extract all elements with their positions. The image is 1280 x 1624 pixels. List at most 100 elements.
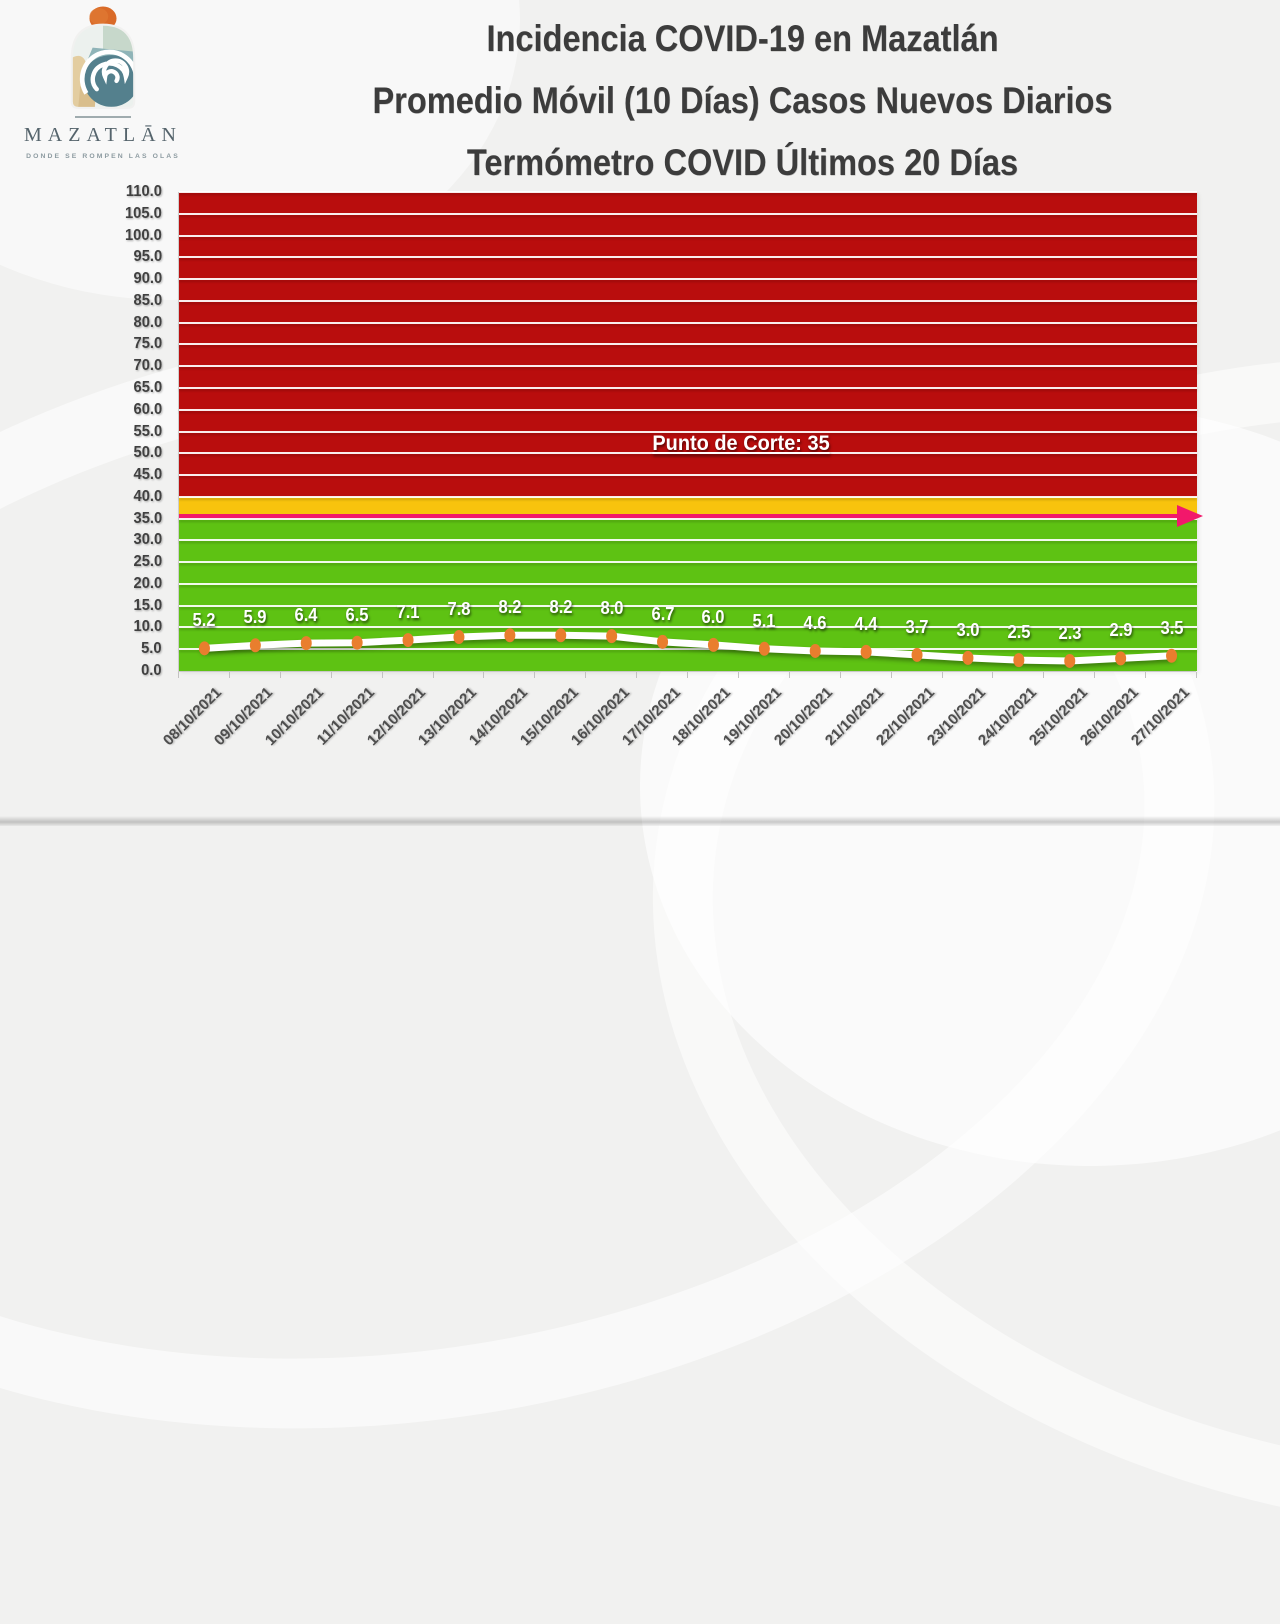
gridline-110 [179,191,1197,193]
data-point-label: 5.1 [752,610,776,631]
x-tick-label: 19/10/2021 [720,684,786,750]
data-point-label: 8.2 [549,597,573,618]
title-line-2: Promedio Móvil (10 Días) Casos Nuevos Di… [372,80,1113,121]
y-tick-label: 85.0 [133,291,162,309]
x-axis-tick [330,672,332,678]
x-axis-tick [534,672,536,678]
y-tick-label: 45.0 [133,466,162,484]
y-tick-label: 55.0 [133,422,162,440]
y-tick-label: 50.0 [133,444,162,462]
cutoff-annotation: Punto de Corte: 35 [652,431,830,455]
x-axis-tick [279,672,281,678]
y-tick-label: 65.0 [133,378,162,396]
y-tick-label: 35.0 [133,509,162,527]
title-line-3: Termómetro COVID Últimos 20 Días [466,142,1019,183]
x-tick-label: 09/10/2021 [211,684,277,750]
logo-divider [75,116,131,118]
y-axis: 0.0 5.0 10.0 15.0 20.0 25.0 30.0 35.0 40.0 45.0 50… [0,183,170,679]
x-axis-tick [992,672,994,678]
x-axis-tick [890,672,892,678]
y-tick-label: 20.0 [133,574,162,592]
x-tick-label: 26/10/2021 [1076,684,1142,750]
gridline-75 [179,343,1197,346]
title-line-1: Incidencia COVID-19 en Mazatlán [486,18,999,59]
y-tick-label: 25.0 [133,553,162,571]
data-point-label: 6.4 [294,605,318,626]
y-tick-label: 75.0 [133,335,162,353]
x-axis-tick [432,672,434,678]
data-point-label: 5.9 [243,607,267,628]
gridline-95 [179,256,1197,259]
x-axis-tick [381,672,383,678]
y-tick-label: 30.0 [133,531,162,549]
slide-bottom-shadow [0,816,1280,826]
x-tick-label: 15/10/2021 [516,684,582,750]
data-point-label: 5.2 [192,610,216,631]
data-point-label: 4.4 [854,613,878,634]
y-tick-label: 100.0 [125,226,162,244]
x-tick-label: 20/10/2021 [771,684,837,750]
x-tick-label: 22/10/2021 [872,684,939,750]
x-axis-tick [737,672,739,678]
x-tick-label: 24/10/2021 [974,684,1040,750]
gridline-100 [179,234,1197,237]
x-axis-tick [839,672,841,678]
y-tick-label: 40.0 [133,487,162,505]
data-point-label: 6.5 [345,604,369,625]
x-tick-label: 11/10/2021 [313,684,379,749]
x-axis-tick [1043,672,1045,678]
y-tick-label: 80.0 [133,313,162,331]
x-axis-tick [483,672,485,678]
data-point-label: 4.6 [803,612,827,633]
slide-background: { "logo": { "brand": "MAZATLĀN", "taglin… [0,6,1280,1624]
data-point-label: 6.7 [651,603,675,624]
y-tick-label: 95.0 [133,248,162,266]
data-point-label: 3.7 [905,616,929,637]
x-tick-label: 10/10/2021 [262,684,328,750]
mazatlan-logo-icon [70,6,136,109]
gridline-105 [179,212,1197,215]
x-axis-tick [178,672,179,678]
data-point-label: 8.0 [600,598,624,619]
data-point-label: 2.3 [1058,622,1082,643]
mazatlan-logo: MAZATLĀN DONDE SE ROMPEN LAS OLAS [18,6,188,160]
x-tick-label: 21/10/2021 [822,684,888,750]
gridline-25 [179,561,1197,564]
data-point-label: 2.5 [1007,622,1031,643]
y-tick-label: 90.0 [133,270,162,288]
x-axis-tick [941,672,943,678]
y-tick-label: 110.0 [125,183,162,200]
gridline-70 [179,365,1197,368]
logo-tagline-text: DONDE SE ROMPEN LAS OLAS [26,153,180,160]
y-tick-label: 105.0 [125,204,162,222]
gridline-85 [179,299,1197,302]
x-axis-tick [636,672,638,678]
x-tick-label: 18/10/2021 [669,684,735,750]
gridline-60 [179,408,1197,411]
x-axis-tick [1094,672,1096,678]
y-tick-label: 60.0 [133,400,162,418]
x-tick-label: 25/10/2021 [1025,684,1091,750]
x-tick-label: 14/10/2021 [465,684,531,750]
x-axis-tick [1196,672,1197,678]
y-tick-label: 5.0 [141,640,162,658]
x-axis: 08/10/2021 09/10/2021 10/10/2021 11/10/2021… [160,671,1197,821]
x-axis-tick [1145,672,1147,678]
data-point-label: 7.1 [396,602,420,623]
y-tick-label: 15.0 [133,596,162,614]
y-tick-label: 0.0 [141,662,162,679]
chart-title-block: Incidencia COVID-19 en Mazatlán Promedio… [205,8,1280,194]
zone-yellow [179,496,1197,515]
x-axis-tick [585,672,587,678]
x-tick-label: 23/10/2021 [923,684,989,750]
gridline-5 [179,648,1197,651]
y-tick-label: 10.0 [133,618,162,636]
gridline-30 [179,539,1197,542]
gridline-35 [179,517,1197,520]
data-point-label: 3.0 [956,619,980,640]
x-tick-label: 16/10/2021 [567,684,633,750]
gridline-90 [179,278,1197,281]
x-axis-tick [687,672,688,678]
data-point-label: 8.2 [498,597,522,618]
x-tick-label: 13/10/2021 [414,684,480,750]
